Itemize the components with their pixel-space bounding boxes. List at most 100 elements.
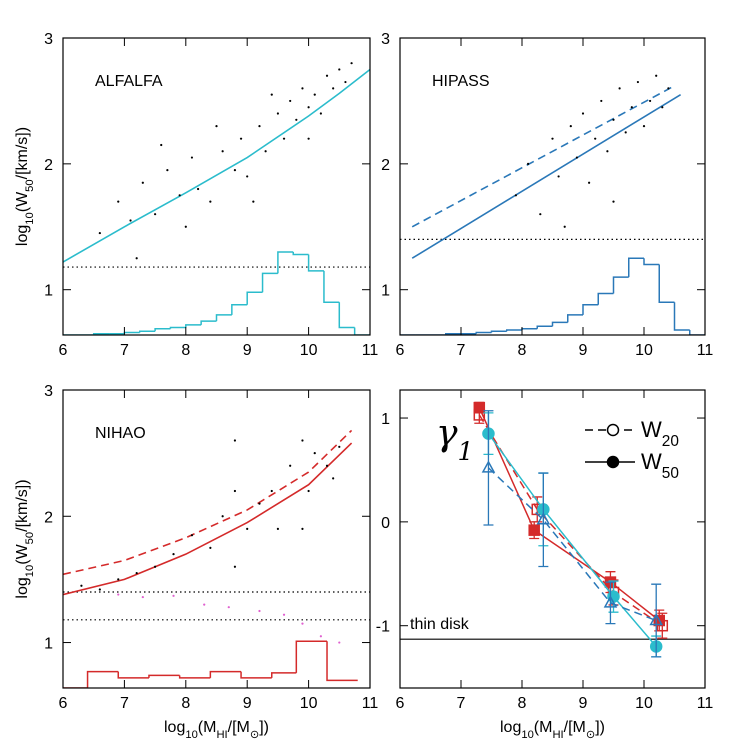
data-point xyxy=(221,150,224,153)
error-bar xyxy=(538,472,549,568)
y-tick-label: 3 xyxy=(44,31,53,48)
data-point xyxy=(307,106,310,109)
data-point xyxy=(527,162,530,165)
data-point xyxy=(215,124,218,128)
data-point xyxy=(338,445,341,448)
histogram-bin xyxy=(689,329,705,335)
legend-marker xyxy=(606,455,620,469)
x-tick-label: 9 xyxy=(579,342,588,359)
data-point xyxy=(301,87,304,90)
label-part: log xyxy=(14,225,31,246)
x-tick-label: 7 xyxy=(120,695,129,712)
x-tick-label: 8 xyxy=(518,695,527,712)
data-point xyxy=(649,99,652,103)
data-point xyxy=(551,137,554,140)
plot-area xyxy=(63,429,370,688)
label-part: /[km/s]) xyxy=(14,127,31,179)
marker xyxy=(656,619,669,632)
data-point xyxy=(276,527,279,530)
data-point xyxy=(514,194,518,197)
data-point xyxy=(190,156,194,159)
data-point xyxy=(252,200,255,203)
data-point xyxy=(117,200,120,203)
x-tick-label: 7 xyxy=(457,695,466,712)
data-point xyxy=(661,106,664,109)
data-point xyxy=(203,603,206,606)
x-tick-label: 10 xyxy=(300,342,318,359)
x-tick-label: 9 xyxy=(243,342,252,359)
label-part: HI xyxy=(552,729,563,741)
histogram-bin xyxy=(338,302,355,329)
data-point xyxy=(80,584,83,587)
label-part: 50 xyxy=(24,532,36,544)
histogram-bin xyxy=(658,264,675,304)
histogram-bin xyxy=(240,671,272,679)
axis-label: W20 xyxy=(641,417,679,450)
x-tick-label: 11 xyxy=(362,695,379,712)
y-tick-label: 3 xyxy=(381,31,390,48)
plot-frame xyxy=(62,37,371,336)
data-point xyxy=(184,225,187,228)
histogram-bin xyxy=(643,258,660,266)
label-part: W xyxy=(641,449,662,474)
histogram-bin xyxy=(185,324,202,328)
label-part: log xyxy=(164,719,185,736)
histogram-bin xyxy=(246,291,263,305)
y-tick-label: 0 xyxy=(381,515,390,532)
fit-line xyxy=(63,442,353,596)
plot-frame xyxy=(399,37,706,336)
histogram-bin xyxy=(567,314,583,323)
label-part: 50 xyxy=(24,179,36,191)
histogram-bin xyxy=(139,330,156,333)
label-part: ]) xyxy=(259,719,269,736)
data-point xyxy=(196,187,200,191)
axis-label: log10(MHI/[M⊙]) xyxy=(500,719,605,741)
axis-label: log10(W50/[km/s]) xyxy=(14,127,36,246)
data-point xyxy=(270,93,273,96)
data-point xyxy=(332,87,335,90)
y-tick-label: 1 xyxy=(44,283,53,300)
error-bar xyxy=(651,583,662,658)
label-part: γ xyxy=(436,413,458,454)
marker xyxy=(603,595,618,608)
data-point xyxy=(600,99,603,103)
x-tick-label: 11 xyxy=(362,342,379,359)
data-point xyxy=(239,137,243,140)
label-part: 10 xyxy=(185,729,197,741)
label-part: log xyxy=(500,719,521,736)
plot-frame xyxy=(62,389,371,689)
label-part: ⊙ xyxy=(586,729,595,741)
fit-line xyxy=(411,85,675,228)
y-tick-label: 1 xyxy=(381,283,390,300)
axis-label: log10(W50/[km/s]) xyxy=(14,479,36,598)
histogram-bin xyxy=(261,272,278,293)
data-point xyxy=(289,99,292,103)
x-tick-label: 9 xyxy=(243,695,252,712)
data-point xyxy=(190,534,194,537)
label-part: (W xyxy=(14,543,31,564)
marker xyxy=(649,612,663,626)
marker xyxy=(473,409,486,421)
label-part: HI xyxy=(216,729,227,741)
x-tick-label: 6 xyxy=(396,342,405,359)
data-point xyxy=(258,124,261,128)
panel-title: ALFALFA xyxy=(95,73,163,90)
data-point xyxy=(667,87,670,90)
histogram-bin xyxy=(169,326,186,329)
x-tick-label: 7 xyxy=(120,342,129,359)
axis-label: log10(MHI/[M⊙]) xyxy=(164,719,269,741)
data-point xyxy=(319,112,322,115)
y-tick-label: 2 xyxy=(44,509,53,526)
data-point xyxy=(209,200,212,203)
marker xyxy=(528,524,540,536)
data-point xyxy=(301,527,304,530)
x-tick-label: 6 xyxy=(59,695,68,712)
histogram-bin xyxy=(323,270,340,304)
data-point xyxy=(350,62,353,65)
x-tick-label: 10 xyxy=(300,695,318,712)
y-tick-label: 1 xyxy=(381,411,390,428)
histogram-bin xyxy=(521,327,538,330)
data-point xyxy=(141,595,144,599)
label-part: log xyxy=(14,577,31,598)
